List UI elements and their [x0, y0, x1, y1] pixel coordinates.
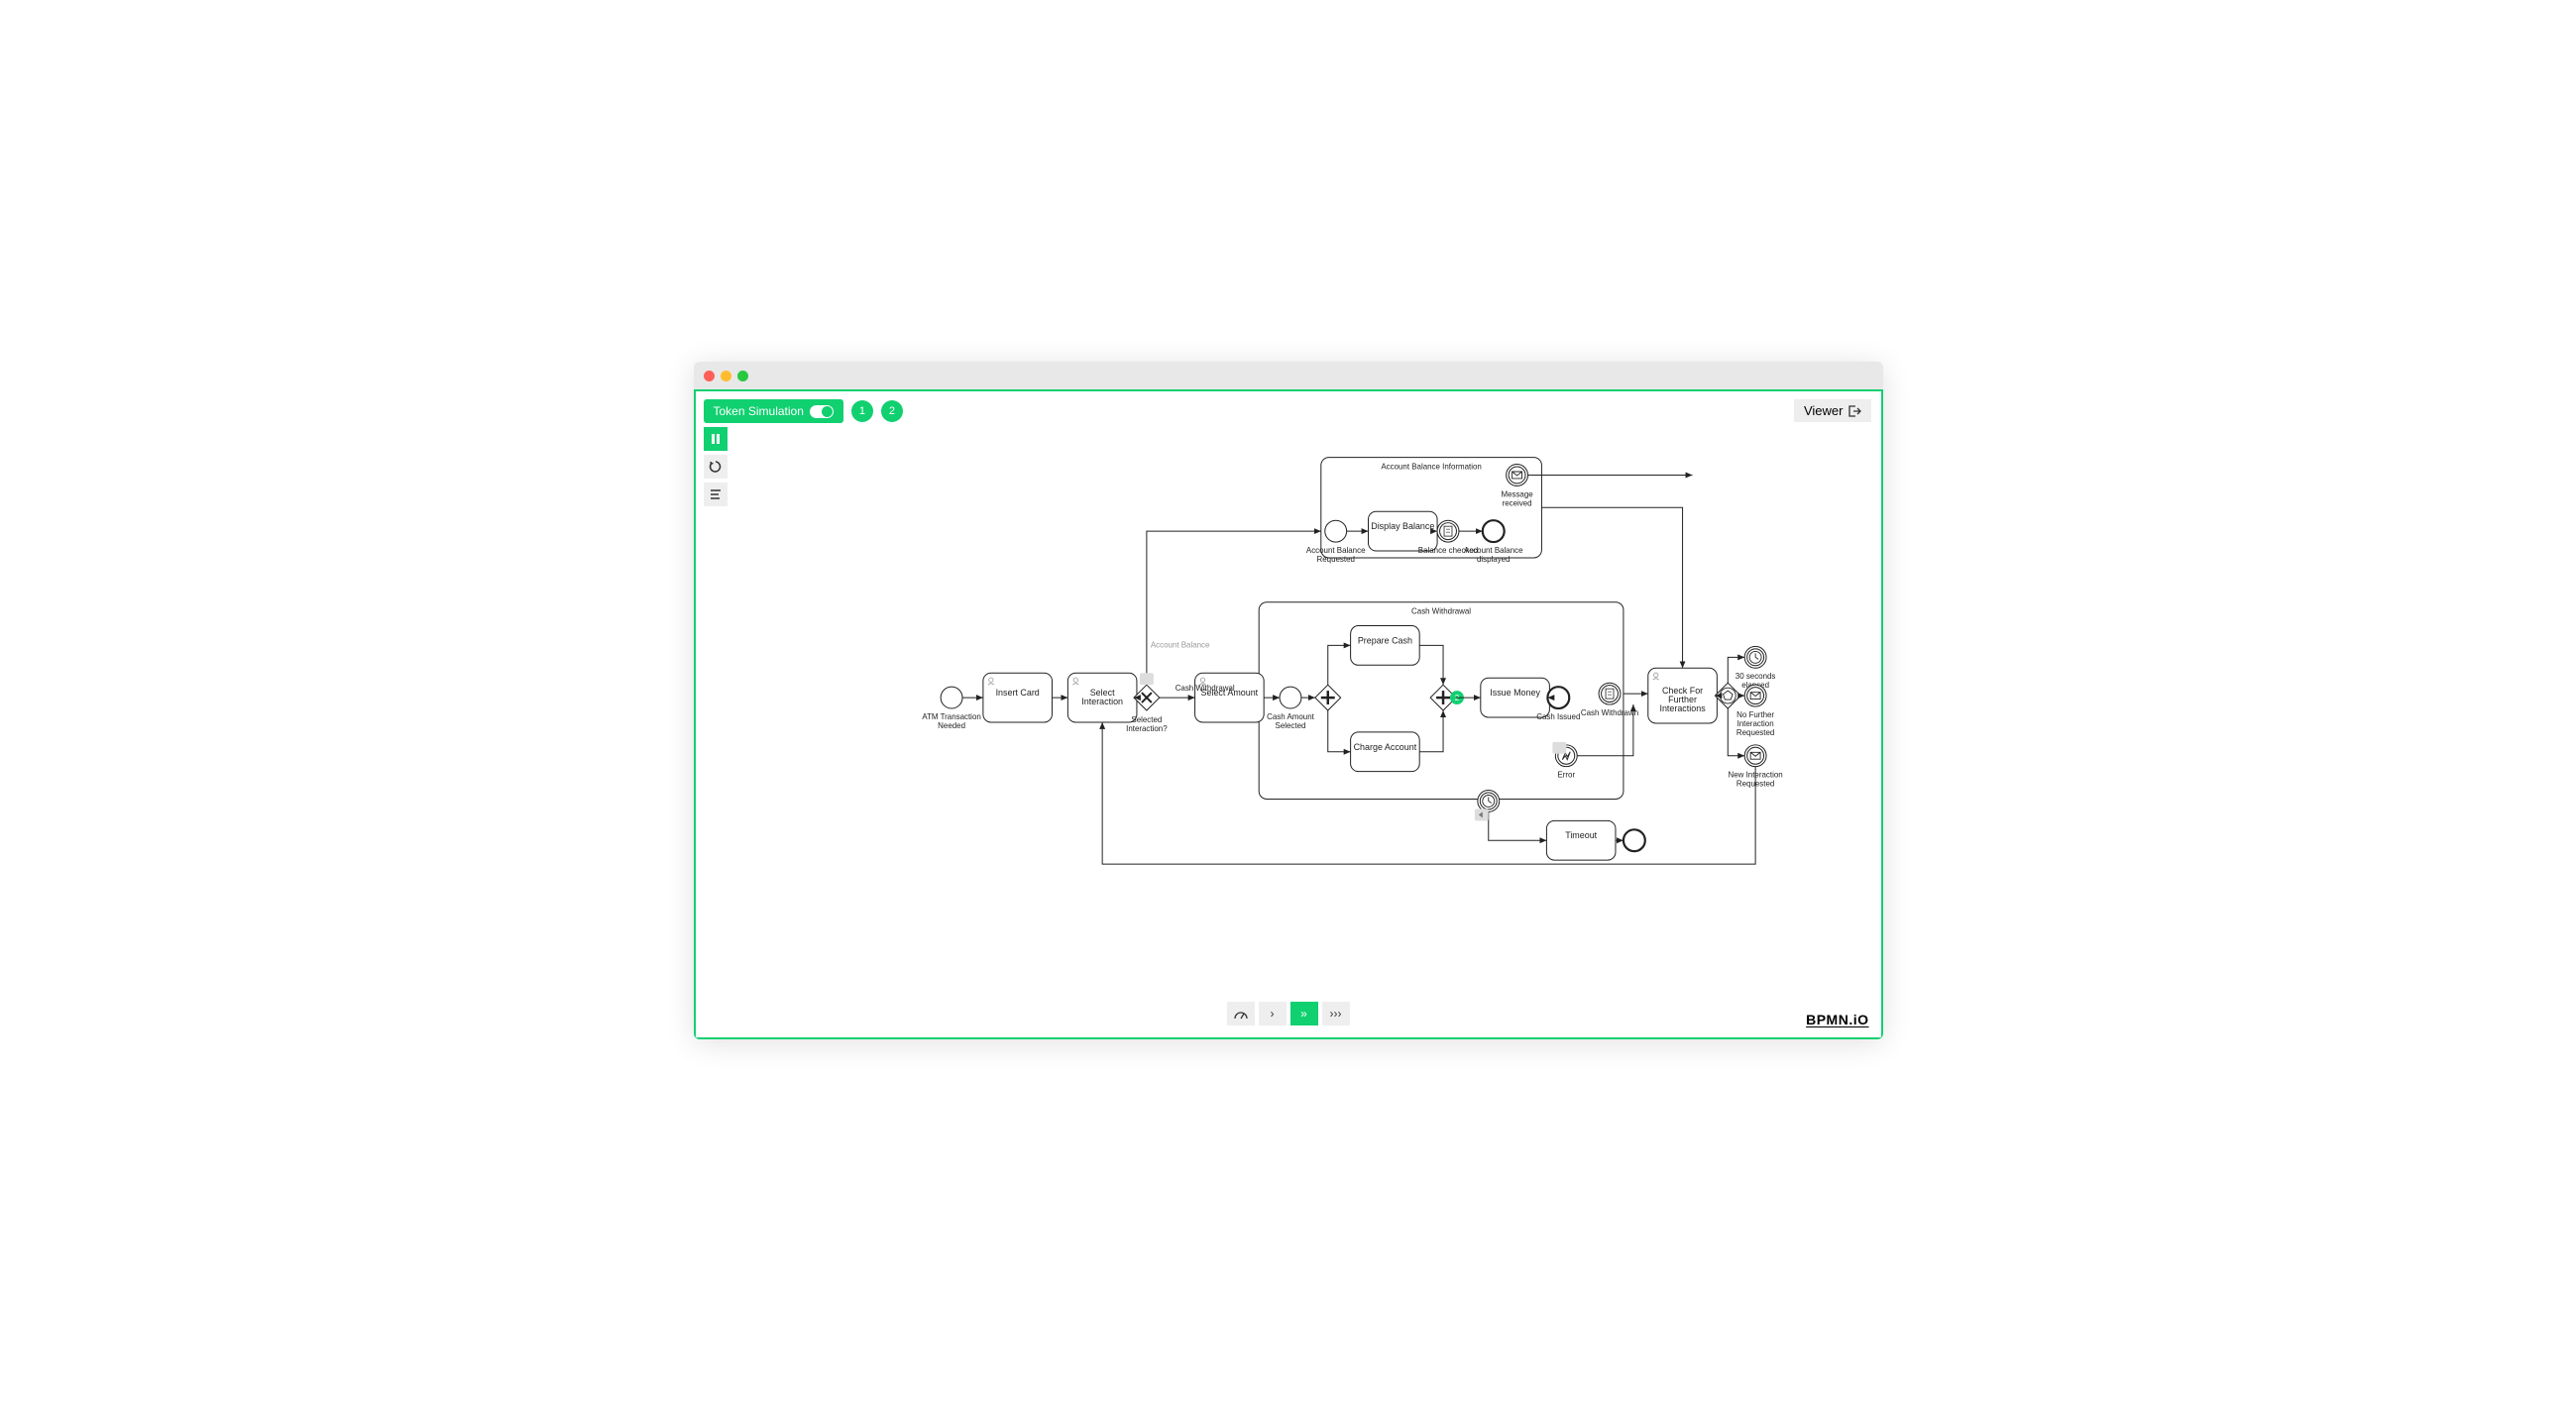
svg-text:Cash Withdrawal: Cash Withdrawal — [1411, 607, 1471, 616]
log-button[interactable] — [704, 483, 728, 506]
svg-text:Messagereceived: Messagereceived — [1501, 489, 1533, 507]
speed-controls: › » ››› — [1227, 1002, 1350, 1025]
svg-text:Error: Error — [1557, 771, 1575, 780]
svg-text:Cash Issued: Cash Issued — [1536, 712, 1580, 721]
svg-text:No FurtherInteractionRequested: No FurtherInteractionRequested — [1736, 710, 1774, 737]
pause-button[interactable] — [704, 427, 728, 451]
maximize-icon[interactable] — [737, 371, 748, 381]
window-frame: Token Simulation 1 2 Viewer — [694, 362, 1883, 1039]
svg-text:Timeout: Timeout — [1565, 830, 1597, 840]
svg-text:Cash Withdrawal: Cash Withdrawal — [1175, 684, 1234, 693]
bpmn-logo[interactable]: BPMN.iO — [1806, 1012, 1868, 1027]
toolbar: Token Simulation 1 2 — [704, 399, 903, 506]
svg-text:Account Balance Information: Account Balance Information — [1381, 463, 1481, 472]
toggle-label: Token Simulation — [714, 404, 804, 418]
speed-fast-button[interactable]: ››› — [1322, 1002, 1350, 1025]
close-icon[interactable] — [704, 371, 715, 381]
svg-text:Account BalanceRequested: Account BalanceRequested — [1305, 546, 1365, 564]
svg-text:Charge Account: Charge Account — [1353, 742, 1416, 752]
token-badge-2[interactable]: 2 — [881, 400, 903, 422]
speed-gauge-icon[interactable] — [1227, 1002, 1255, 1025]
svg-text:Issue Money: Issue Money — [1490, 688, 1540, 698]
svg-text:Account Balance: Account Balance — [1150, 640, 1209, 649]
svg-text:Cash Withdrawn: Cash Withdrawn — [1580, 708, 1637, 717]
svg-text:SelectedInteraction?: SelectedInteraction? — [1126, 715, 1168, 733]
svg-text:Display Balance: Display Balance — [1371, 521, 1434, 531]
svg-text:Insert Card: Insert Card — [995, 688, 1039, 698]
svg-text:Prepare Cash: Prepare Cash — [1357, 635, 1411, 645]
svg-text:ATM TransactionNeeded: ATM TransactionNeeded — [922, 712, 980, 730]
token-sim-toggle[interactable]: Token Simulation — [704, 399, 843, 423]
titlebar — [694, 362, 1883, 389]
speed-slow-button[interactable]: › — [1259, 1002, 1287, 1025]
svg-text:Account Balancedisplayed: Account Balancedisplayed — [1463, 546, 1522, 564]
token-badge-1[interactable]: 1 — [851, 400, 873, 422]
toggle-switch-icon — [810, 405, 834, 418]
minimize-icon[interactable] — [721, 371, 731, 381]
reset-button[interactable] — [704, 455, 728, 479]
speed-med-button[interactable]: » — [1290, 1002, 1318, 1025]
canvas[interactable]: Token Simulation 1 2 Viewer — [694, 389, 1883, 1039]
